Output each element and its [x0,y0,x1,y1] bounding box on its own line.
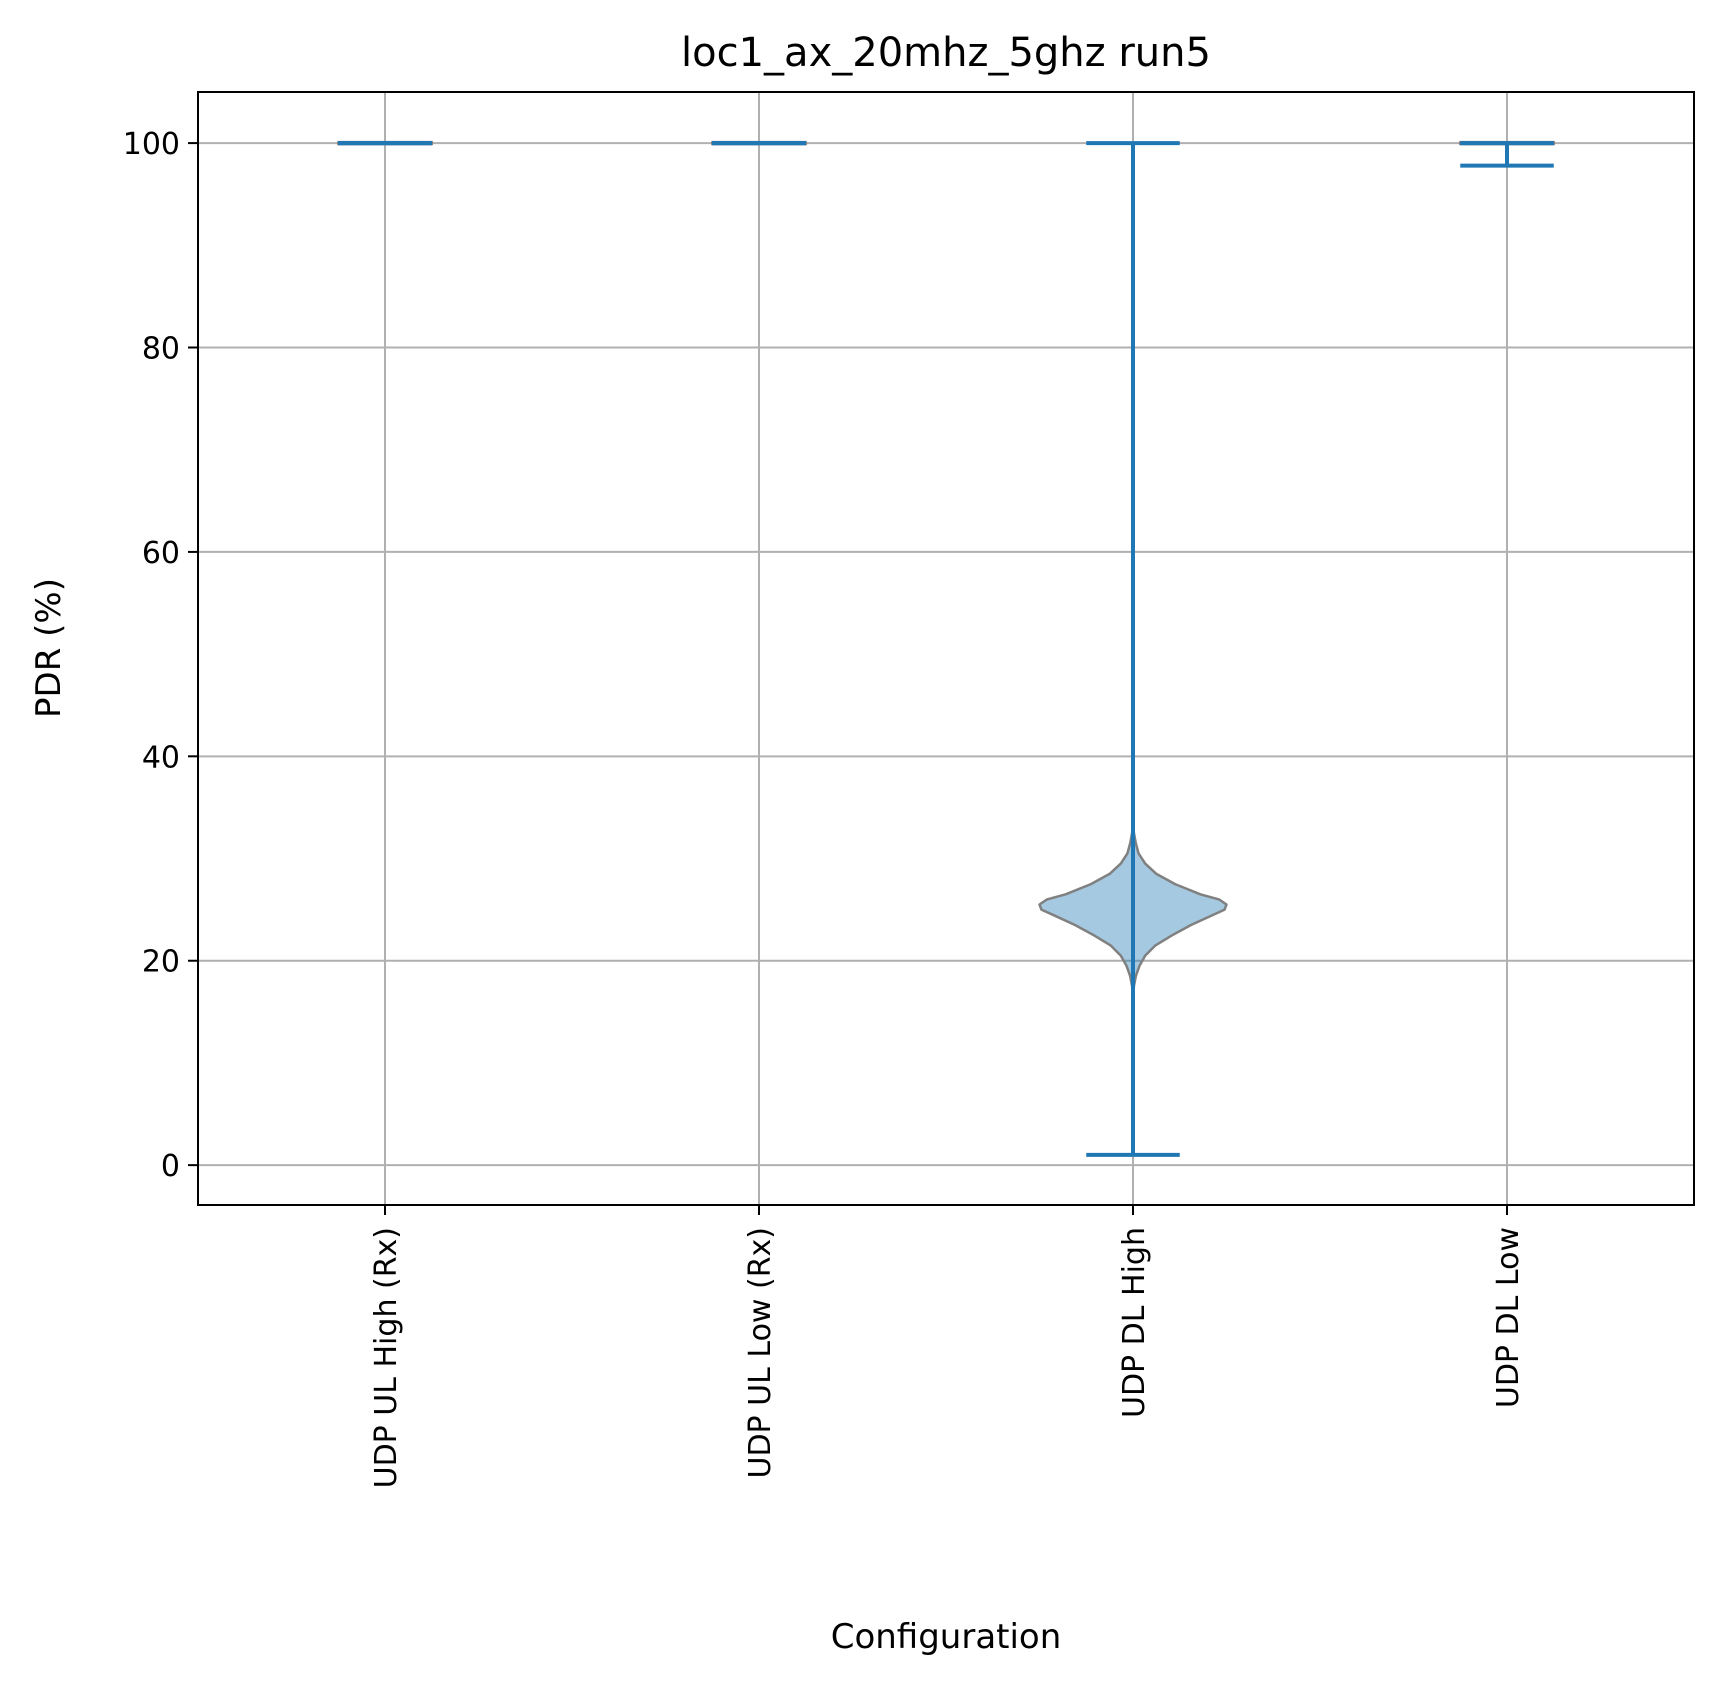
axis-ticks: 0 20 40 60 80 100 UDP UL High (Rx) UDP UL Low (… [123,127,1526,1488]
x-tick-label: UDP UL High (Rx) [369,1227,404,1488]
y-tick-label: 100 [123,127,180,162]
y-tick-label: 40 [142,740,180,775]
y-tick-label: 20 [142,945,180,980]
grid-lines [198,92,1694,1205]
y-tick-label: 80 [142,332,180,367]
x-tick-label: UDP DL High [1117,1227,1152,1418]
chart-title: loc1_ax_20mhz_5ghz run5 [681,30,1211,76]
violins [337,140,1556,1003]
x-tick-label: UDP UL Low (Rx) [743,1227,778,1479]
x-tick-label: UDP DL Low [1491,1227,1526,1408]
y-tick-label: 0 [161,1149,180,1184]
x-axis-label: Configuration [831,1617,1062,1657]
violin-lines [338,141,1554,1157]
plot-frame [197,91,1695,1206]
y-tick-label: 60 [142,536,180,571]
y-axis-label: PDR (%) [29,578,69,718]
